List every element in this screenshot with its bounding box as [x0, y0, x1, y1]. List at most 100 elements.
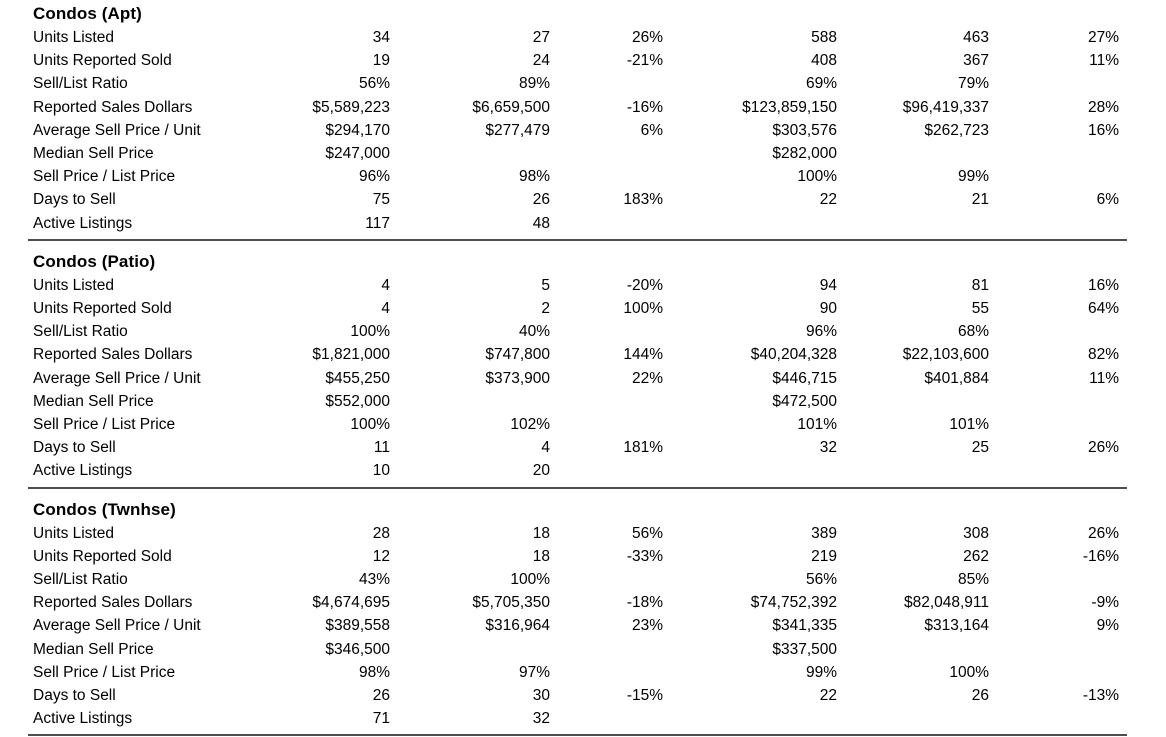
stat-value-cell: $247,000	[325, 145, 390, 163]
stat-value-cell: $282,000	[772, 145, 837, 163]
stat-row: Reported Sales Dollars $1,821,000 $747,800…	[28, 343, 1119, 366]
stat-value-cell: 100%	[623, 300, 663, 318]
stat-row: Median Sell Price $247,000 $282,000	[28, 142, 1119, 165]
stat-value-cell: 24	[532, 52, 550, 70]
stat-row: Sell Price / List Price 100% 102% 101% 101%	[28, 413, 1119, 436]
stat-value-cell: 463	[963, 29, 989, 46]
stat-value-cell	[550, 638, 663, 661]
stat-value-cell: 18	[532, 524, 550, 542]
stat-row: Active Listings 10 20	[28, 459, 1119, 482]
stat-value-cell: 12	[372, 547, 390, 565]
stat-value-cell	[989, 165, 1119, 188]
stat-value-cell: $472,500	[772, 392, 837, 410]
stat-value-cell: $337,500	[772, 640, 837, 658]
stat-value-cell: 26%	[631, 29, 663, 46]
stat-value-cell	[663, 212, 837, 235]
stat-value-cell: $1,821,000	[312, 346, 390, 364]
stat-value-cell: 21	[971, 191, 989, 209]
stat-value-cell	[390, 390, 550, 413]
stat-value-cell	[550, 661, 663, 684]
stat-value-cell: 308	[963, 524, 989, 542]
stat-value-cell	[989, 320, 1119, 343]
stat-value-cell: 100%	[350, 416, 390, 434]
stat-value-cell	[837, 707, 989, 730]
stat-value-cell: 98%	[518, 168, 550, 186]
stat-value-cell: 28	[372, 524, 390, 542]
report-sections-container: Condos (Apt) Units Listed 34 27 26% 588 463 27%…	[28, 2, 1166, 737]
stat-value-cell	[550, 142, 663, 165]
report-section: Condos (Twnhse) Units Listed 28 18 56% 389 308…	[28, 498, 1127, 737]
stat-value-cell: $389,558	[325, 617, 390, 635]
stat-value-cell	[390, 142, 550, 165]
stat-value-cell: $74,752,392	[750, 594, 837, 612]
stat-value-cell: 5	[541, 276, 550, 294]
stat-value-cell: $455,250	[325, 369, 390, 387]
stat-value-cell: 40%	[518, 323, 550, 341]
stat-row: Sell Price / List Price 96% 98% 100% 99%	[28, 165, 1119, 188]
stat-row-label: Active Listings	[33, 710, 133, 728]
stat-value-cell	[837, 390, 989, 413]
stat-row-label: Sell/List Ratio	[33, 75, 128, 93]
stat-value-cell: $446,715	[772, 369, 837, 387]
stat-value-cell: 367	[963, 52, 989, 70]
stat-value-cell: $40,204,328	[750, 346, 837, 364]
stat-row: Days to Sell 26 30 -15% 22 26 -13%	[28, 684, 1119, 707]
stat-value-cell: -16%	[1082, 547, 1119, 565]
stat-value-cell: 71	[372, 710, 390, 728]
stat-row: Active Listings 117 48	[28, 212, 1119, 235]
stat-value-cell	[989, 413, 1119, 436]
stat-row: Average Sell Price / Unit $294,170 $277,47…	[28, 119, 1119, 142]
stat-value-cell	[989, 707, 1119, 730]
stat-value-cell: 100%	[350, 323, 390, 341]
stat-value-cell: 32	[819, 439, 837, 457]
stat-value-cell: $123,859,150	[742, 98, 837, 116]
stat-value-cell: 30	[532, 687, 550, 705]
stat-value-cell: 26%	[1087, 524, 1119, 542]
stat-value-cell: 28%	[1087, 98, 1119, 116]
stat-value-cell: 22%	[631, 369, 663, 387]
stat-row-label: Reported Sales Dollars	[33, 594, 193, 612]
stat-value-cell: -16%	[626, 98, 663, 116]
stat-row-label: Active Listings	[33, 462, 133, 480]
stat-value-cell: 11	[373, 439, 390, 457]
section-title: Condos (Twnhse)	[33, 499, 176, 519]
stat-value-cell: $313,164	[924, 617, 989, 635]
stat-value-cell	[550, 212, 663, 235]
stat-value-cell: 55	[971, 300, 989, 318]
stat-value-cell: 56%	[631, 524, 663, 542]
stat-value-cell: $341,335	[772, 617, 837, 635]
stat-value-cell: $316,964	[485, 617, 550, 635]
stat-value-cell	[837, 459, 989, 482]
stat-value-cell	[550, 568, 663, 591]
stat-value-cell: 75	[372, 191, 390, 209]
stat-row: Units Reported Sold 4 2 100% 90 55 64%	[28, 297, 1119, 320]
stat-value-cell: 101%	[797, 416, 837, 434]
stat-value-cell: 27	[532, 29, 550, 46]
stat-value-cell: 22	[819, 191, 837, 209]
stat-value-cell: 48	[532, 214, 550, 232]
stat-value-cell: 99%	[957, 168, 989, 186]
stat-value-cell: $262,723	[924, 121, 989, 139]
stat-value-cell	[550, 459, 663, 482]
stat-value-cell: $303,576	[772, 121, 837, 139]
stat-row-label: Average Sell Price / Unit	[33, 121, 201, 139]
stat-value-cell: $401,884	[924, 369, 989, 387]
stat-value-cell	[550, 707, 663, 730]
stat-value-cell: -21%	[626, 52, 663, 70]
stat-value-cell: $346,500	[325, 640, 390, 658]
stat-value-cell: 96%	[358, 168, 390, 186]
stat-value-cell	[837, 212, 989, 235]
stat-row-label: Average Sell Price / Unit	[33, 617, 201, 635]
stat-value-cell: -9%	[1091, 594, 1119, 612]
stat-value-cell: 181%	[623, 439, 663, 457]
stat-row: Average Sell Price / Unit $389,558 $316,96…	[28, 614, 1119, 637]
stat-value-cell: $277,479	[485, 121, 550, 139]
stat-value-cell	[837, 142, 989, 165]
stat-row: Active Listings 71 32	[28, 707, 1119, 730]
stat-value-cell: 18	[532, 547, 550, 565]
stat-row: Sell/List Ratio 56% 89% 69% 79%	[28, 72, 1119, 95]
stat-value-cell: $373,900	[485, 369, 550, 387]
stat-value-cell: $747,800	[485, 346, 550, 364]
stat-value-cell: 100%	[510, 571, 550, 589]
